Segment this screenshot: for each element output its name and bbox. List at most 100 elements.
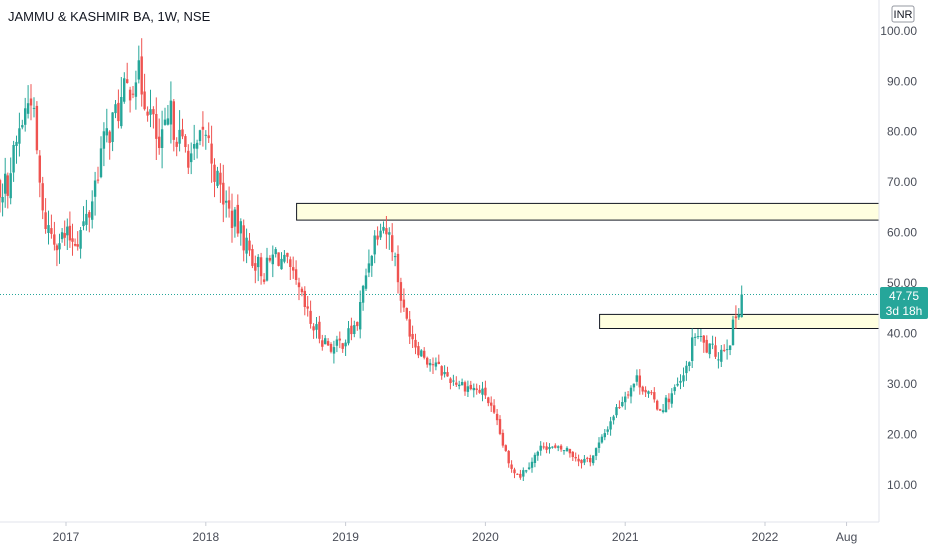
- candle: [589, 454, 592, 467]
- candle: [414, 333, 417, 355]
- candle: [545, 442, 548, 454]
- candle: [714, 336, 717, 359]
- y-tick-label: 80.00: [887, 125, 917, 139]
- candle: [6, 172, 9, 209]
- candle: [507, 450, 510, 468]
- candle: [0, 178, 2, 213]
- candle: [667, 393, 671, 410]
- candle: [618, 400, 621, 409]
- candle: [29, 84, 33, 121]
- candle: [699, 329, 703, 342]
- candle: [705, 335, 708, 354]
- candle: [233, 207, 237, 238]
- candle: [222, 164, 225, 223]
- candle: [193, 124, 196, 160]
- candle: [12, 140, 15, 182]
- candle: [676, 377, 679, 387]
- candle: [111, 112, 114, 152]
- candle: [93, 171, 97, 216]
- candle: [68, 211, 72, 248]
- candle: [685, 360, 688, 381]
- candle: [251, 244, 254, 269]
- candle: [146, 106, 149, 122]
- candle: [423, 347, 426, 360]
- candle: [248, 233, 251, 257]
- candle: [431, 357, 435, 374]
- price-axis[interactable]: 100.00 90.00 80.00 70.00 60.00 50.00 40.00 30.0…: [880, 24, 917, 492]
- candle: [621, 396, 624, 408]
- candle: [225, 190, 228, 218]
- candle: [58, 233, 61, 264]
- candle: [673, 384, 676, 395]
- candle: [399, 277, 403, 313]
- candle: [580, 459, 583, 469]
- chart-title: JAMMU & KASHMIR BA, 1W, NSE: [8, 9, 211, 24]
- candle: [367, 249, 371, 278]
- time-axis[interactable]: 2017 2018 2019 2020 2021 2022 Aug: [53, 522, 858, 544]
- candle: [478, 385, 481, 394]
- candle: [41, 176, 44, 220]
- candle: [160, 110, 164, 169]
- candle: [303, 286, 306, 316]
- zone-rectangle[interactable]: [296, 202, 880, 221]
- candle: [140, 38, 143, 107]
- bar-countdown: 3d 18h: [886, 304, 923, 318]
- candle: [207, 122, 210, 143]
- candle: [4, 157, 7, 208]
- candle: [82, 206, 85, 231]
- candle: [338, 331, 341, 349]
- candle: [728, 345, 732, 356]
- candle: [79, 227, 82, 259]
- last-price-label: [880, 287, 928, 319]
- candle: [353, 320, 356, 338]
- candle: [408, 311, 411, 344]
- y-tick-label: 50.00: [887, 276, 917, 290]
- candle: [254, 255, 257, 284]
- candle: [612, 414, 615, 425]
- candle: [574, 452, 577, 462]
- candle: [420, 349, 423, 357]
- candle: [661, 404, 665, 414]
- candle: [650, 390, 653, 396]
- currency-badge[interactable]: [891, 5, 915, 23]
- candle: [21, 119, 24, 130]
- candle: [198, 129, 202, 146]
- x-tick-label: 2021: [612, 530, 639, 544]
- x-tick-label: 2018: [192, 530, 219, 544]
- candle: [187, 144, 190, 174]
- candle: [629, 385, 633, 404]
- candle: [55, 243, 59, 267]
- candle: [656, 399, 659, 411]
- candle: [204, 130, 207, 150]
- candle: [102, 122, 106, 167]
- candle: [487, 396, 490, 407]
- x-tick-label: 2019: [332, 530, 359, 544]
- candle: [99, 136, 103, 179]
- candle: [321, 334, 324, 351]
- candle: [702, 335, 705, 353]
- candle: [388, 227, 391, 250]
- candle: [149, 89, 152, 128]
- candle: [50, 214, 53, 239]
- candle: [460, 378, 464, 386]
- candle: [105, 108, 108, 143]
- candle: [370, 254, 373, 277]
- candle: [262, 273, 266, 285]
- candle: [405, 307, 408, 321]
- candle: [691, 328, 694, 368]
- candle: [443, 365, 446, 378]
- candle: [376, 226, 379, 246]
- candle: [708, 343, 711, 359]
- candle: [597, 437, 601, 453]
- y-tick-label: 30.00: [887, 377, 917, 391]
- x-tick-label: 2020: [472, 530, 499, 544]
- candle: [664, 395, 668, 413]
- candle: [577, 454, 580, 467]
- candle: [571, 451, 574, 461]
- candle: [184, 134, 187, 153]
- candle: [603, 429, 606, 441]
- candle: [108, 130, 111, 160]
- y-tick-label: 70.00: [887, 175, 917, 189]
- candle: [725, 339, 729, 360]
